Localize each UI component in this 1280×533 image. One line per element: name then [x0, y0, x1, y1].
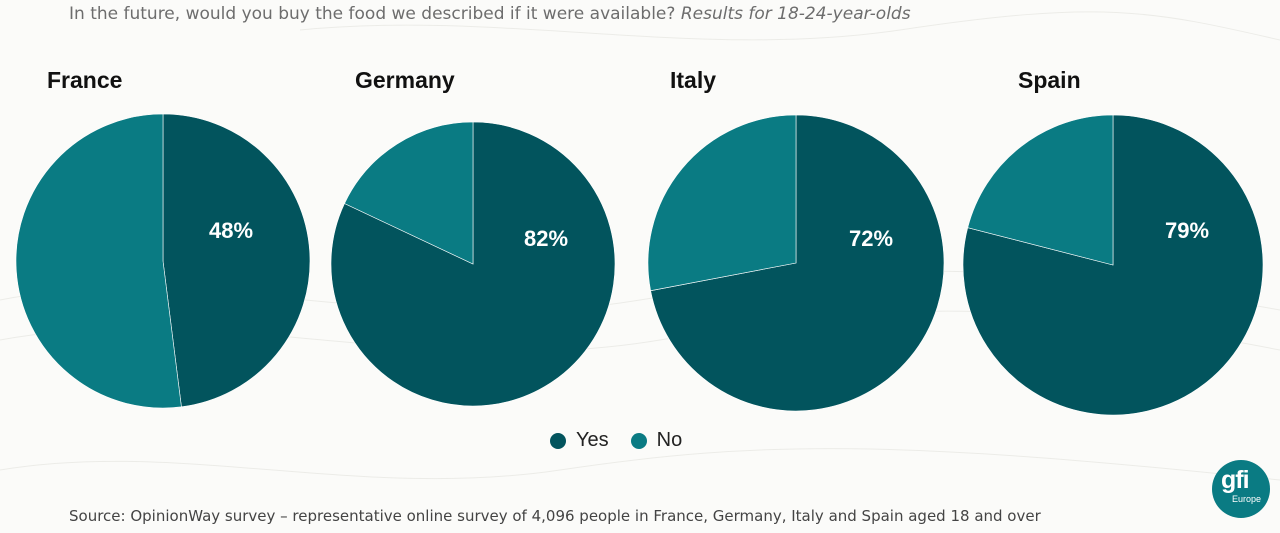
source-note: Source: OpinionWay survey – representati… — [69, 507, 1041, 525]
legend-label-no: No — [656, 429, 683, 451]
legend-item-yes: Yes — [550, 429, 609, 452]
logo-mark: gfi — [1221, 466, 1250, 494]
chart-subtitle: In the future, would you buy the food we… — [69, 4, 911, 24]
legend-marker-no — [630, 432, 647, 449]
pie-slice-no — [967, 114, 1114, 266]
pie-slice-yes — [162, 113, 311, 408]
subtitle-main: In the future, would you buy the food we… — [69, 4, 676, 24]
pie-data-label: 79% — [1165, 218, 1209, 243]
legend-marker-yes — [550, 432, 566, 449]
pie-slice-yes — [650, 114, 945, 412]
legend-label-yes: Yes — [576, 429, 609, 451]
gfi-europe-logo: gfi Europe — [1212, 460, 1270, 518]
pie-slice-no — [647, 114, 797, 292]
pie-title-france: France — [47, 67, 123, 93]
pie-data-label: 82% — [524, 226, 568, 251]
pie-data-label: 72% — [849, 226, 893, 251]
pie-title-italy: Italy — [670, 67, 717, 93]
legend-item-no: No — [630, 429, 683, 452]
pie-slice-no — [344, 121, 474, 265]
logo-subtext: Europe — [1232, 494, 1262, 504]
pie-title-spain: Spain — [1018, 67, 1081, 93]
pie-slice-no — [15, 113, 182, 409]
pie-data-label: 48% — [209, 218, 253, 243]
pie-title-germany: Germany — [355, 67, 455, 93]
subtitle-emphasis: Results for 18-24-year-olds — [680, 4, 911, 24]
chart-legend: Yes No — [550, 429, 704, 452]
